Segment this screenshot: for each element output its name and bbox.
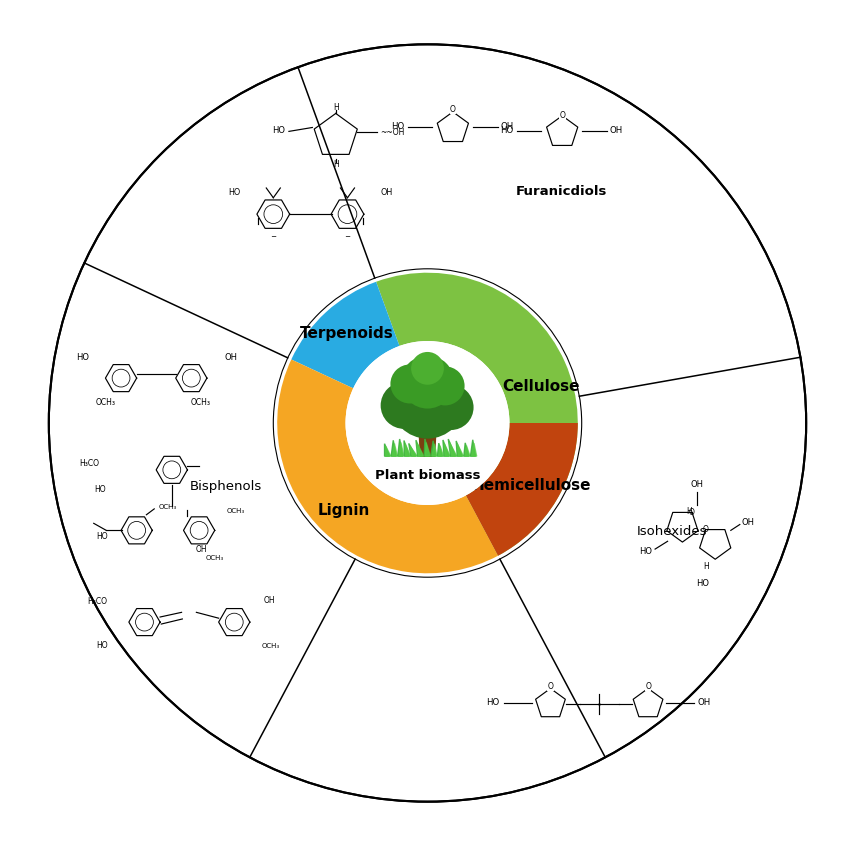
Text: Isohexides: Isohexides (636, 525, 707, 538)
Wedge shape (466, 423, 578, 556)
Circle shape (345, 341, 510, 505)
Wedge shape (292, 282, 399, 388)
Text: ~~OH: ~~OH (380, 128, 405, 137)
Text: HO: HO (228, 188, 240, 197)
Text: HO: HO (696, 580, 709, 588)
Polygon shape (417, 443, 424, 456)
Text: Lignin: Lignin (317, 503, 369, 518)
Polygon shape (465, 446, 470, 456)
Text: OCH₃: OCH₃ (227, 508, 245, 514)
Polygon shape (450, 442, 457, 456)
Text: H: H (704, 562, 710, 571)
Circle shape (49, 44, 806, 802)
Polygon shape (410, 446, 417, 456)
Polygon shape (438, 443, 443, 456)
Text: OH: OH (380, 188, 393, 197)
Polygon shape (399, 442, 404, 456)
Text: OH: OH (742, 518, 755, 527)
Text: HO: HO (94, 485, 105, 494)
Text: HO: HO (639, 547, 652, 557)
Text: H: H (333, 160, 339, 168)
Polygon shape (392, 440, 396, 456)
Polygon shape (457, 444, 463, 456)
Polygon shape (416, 440, 422, 456)
Text: HO: HO (96, 531, 108, 541)
Text: OH: OH (610, 126, 623, 135)
Text: H: H (333, 103, 339, 113)
Circle shape (401, 355, 454, 409)
Text: O: O (559, 112, 565, 120)
Polygon shape (409, 443, 416, 456)
Text: HO: HO (500, 126, 513, 135)
Text: OH: OH (690, 481, 704, 489)
Polygon shape (431, 441, 436, 456)
Circle shape (380, 382, 428, 429)
Polygon shape (444, 443, 451, 456)
Text: H: H (687, 507, 692, 516)
Text: Cellulose: Cellulose (502, 379, 580, 393)
Text: HO: HO (76, 354, 89, 362)
Text: ─: ─ (271, 233, 275, 239)
Text: HO: HO (486, 698, 499, 707)
Circle shape (411, 352, 444, 385)
Text: H₃CO: H₃CO (87, 597, 108, 607)
Text: ─: ─ (345, 233, 350, 239)
Polygon shape (404, 441, 410, 456)
Text: HO: HO (391, 122, 404, 131)
Text: OCH₃: OCH₃ (262, 642, 280, 649)
Polygon shape (405, 443, 410, 456)
Polygon shape (424, 439, 429, 456)
Text: HO: HO (96, 641, 108, 650)
Text: HO: HO (272, 126, 285, 135)
Wedge shape (376, 272, 578, 556)
Circle shape (428, 385, 474, 430)
Text: OCH₃: OCH₃ (206, 555, 224, 561)
Text: OH: OH (698, 698, 711, 707)
Text: OH: OH (195, 545, 207, 553)
Text: H₃CO: H₃CO (80, 459, 99, 469)
Polygon shape (463, 442, 469, 456)
Text: OCH₃: OCH₃ (96, 398, 115, 407)
Circle shape (391, 365, 464, 438)
Polygon shape (392, 443, 398, 456)
Wedge shape (277, 360, 498, 574)
Polygon shape (386, 446, 391, 456)
Circle shape (426, 366, 464, 405)
Polygon shape (439, 446, 444, 456)
Polygon shape (432, 444, 437, 456)
Text: OCH₃: OCH₃ (191, 398, 211, 407)
Text: OH: OH (225, 354, 238, 362)
Text: O: O (646, 682, 651, 690)
Text: O: O (547, 682, 553, 690)
Polygon shape (419, 427, 436, 456)
Text: Terpenoids: Terpenoids (299, 326, 393, 341)
Text: OH: OH (263, 596, 275, 605)
Text: O: O (689, 508, 695, 517)
Text: Bisphenols: Bisphenols (190, 481, 262, 493)
Polygon shape (457, 441, 463, 456)
Polygon shape (472, 443, 477, 456)
Polygon shape (443, 440, 449, 456)
Text: Hemicellulose: Hemicellulose (471, 478, 591, 493)
Polygon shape (426, 442, 430, 456)
Text: O: O (703, 525, 709, 534)
Text: OH: OH (500, 122, 514, 131)
Polygon shape (448, 439, 456, 456)
Text: OCH₃: OCH₃ (159, 504, 177, 510)
Text: Plant biomass: Plant biomass (374, 470, 481, 482)
Circle shape (391, 365, 429, 404)
Polygon shape (470, 440, 475, 456)
Polygon shape (398, 439, 403, 456)
Polygon shape (385, 443, 390, 456)
Text: Furanicdiols: Furanicdiols (516, 185, 607, 198)
Text: O: O (450, 105, 456, 114)
